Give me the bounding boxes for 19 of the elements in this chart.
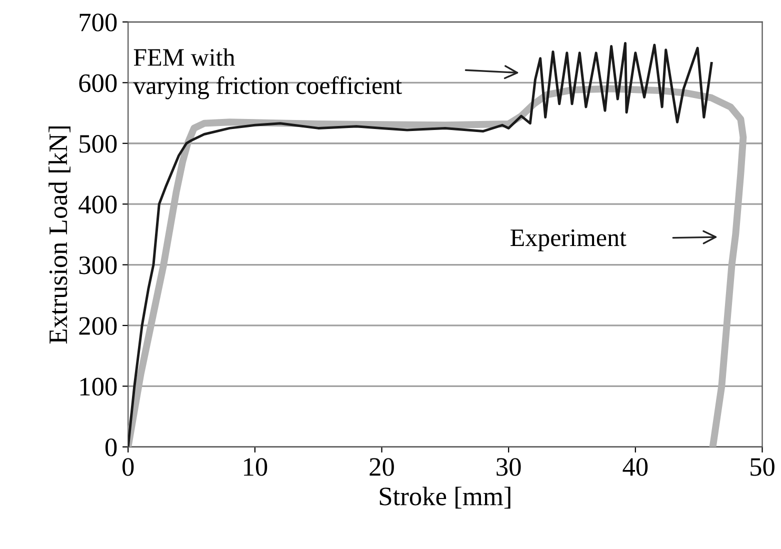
x-tick-label: 40 <box>622 458 648 476</box>
x-axis-title: Stroke [mm] <box>380 486 510 509</box>
annotation: Experiment <box>510 229 626 252</box>
y-tick-label: 100 <box>80 378 117 396</box>
y-tick-label: 300 <box>79 256 117 274</box>
x-tick-label: 20 <box>370 458 394 476</box>
y-tick-label: 400 <box>78 196 117 214</box>
x-tick-label: 50 <box>750 458 774 476</box>
line-series <box>128 42 713 447</box>
annotation: FEM with varying friction coefficient <box>133 48 402 100</box>
y-tick-label: 200 <box>79 317 117 335</box>
x-tick-label: 10 <box>244 458 268 476</box>
x-tick-label: 30 <box>496 458 521 476</box>
x-tick-label: 0 <box>122 458 134 476</box>
y-tick-label: 0 <box>105 438 117 456</box>
y-tick-label: 500 <box>80 134 117 153</box>
y-tick-label: 600 <box>79 74 117 92</box>
y-axis-title: Extrusion Load [kN] <box>48 126 70 344</box>
y-tick-label: 700 <box>80 14 117 32</box>
